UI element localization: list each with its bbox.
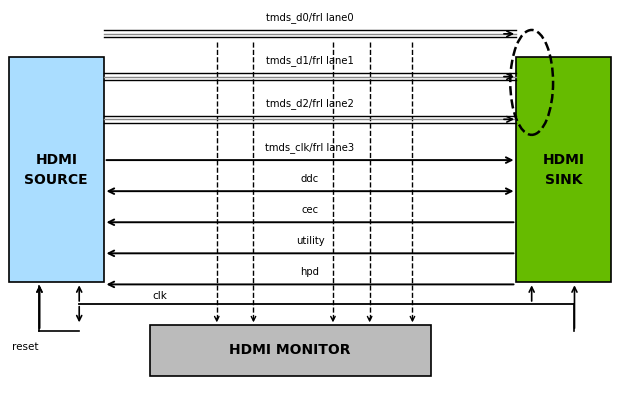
Text: tmds_clk/frl lane3: tmds_clk/frl lane3 <box>265 142 355 153</box>
Text: tmds_d2/frl lane2: tmds_d2/frl lane2 <box>266 98 354 109</box>
FancyBboxPatch shape <box>516 57 611 282</box>
Text: cec: cec <box>302 205 318 215</box>
Text: HDMI
SOURCE: HDMI SOURCE <box>25 152 88 187</box>
Text: hpd: hpd <box>300 268 320 277</box>
FancyBboxPatch shape <box>149 325 431 376</box>
Text: tmds_d0/frl lane0: tmds_d0/frl lane0 <box>266 13 354 23</box>
Text: HDMI MONITOR: HDMI MONITOR <box>230 344 351 357</box>
Text: HDMI
SINK: HDMI SINK <box>543 152 585 187</box>
Text: clk: clk <box>152 291 167 301</box>
Text: reset: reset <box>12 342 38 351</box>
Text: utility: utility <box>296 236 325 246</box>
FancyBboxPatch shape <box>9 57 104 282</box>
Text: ddc: ddc <box>301 174 319 184</box>
Text: tmds_d1/frl lane1: tmds_d1/frl lane1 <box>266 55 354 66</box>
